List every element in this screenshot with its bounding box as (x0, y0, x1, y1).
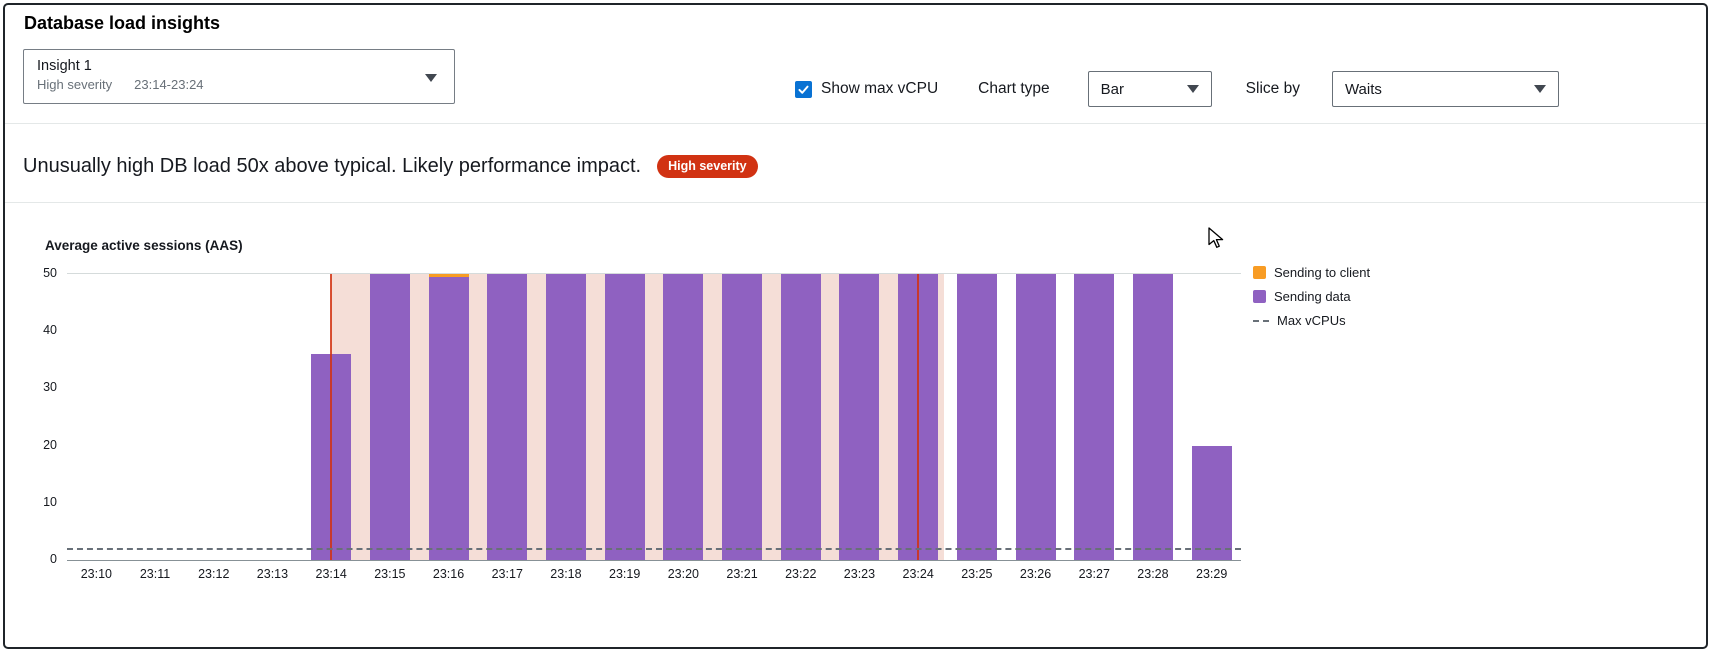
y-axis-label: 0 (50, 552, 57, 566)
chart-type-label: Chart type (978, 80, 1050, 97)
x-axis-label: 23:23 (843, 567, 876, 581)
x-axis-label: 23:21 (726, 567, 758, 581)
bar-23:25-sending-data[interactable] (956, 274, 997, 560)
x-axis-label: 23:29 (1196, 567, 1228, 581)
insight-message: Unusually high DB load 50x above typical… (23, 155, 758, 178)
anomaly-boundary-line (917, 274, 920, 560)
max-vcpus-line (67, 547, 1241, 550)
show-max-vcpu-control: Show max vCPU (795, 80, 938, 98)
x-axis-label: 23:10 (80, 567, 112, 581)
db-load-chart: 0 10 20 30 40 50 23:10 23:11 23:12 23:13 23:14 23:… (23, 261, 1263, 606)
legend-label: Sending to client (1274, 265, 1371, 280)
x-axis-label: 23:20 (667, 567, 699, 581)
bar-23:27-sending-data[interactable] (1074, 274, 1115, 560)
insight-time-range: 23:14-23:24 (134, 77, 204, 92)
chart-plot-area (67, 273, 1241, 561)
bar-23:28-sending-data[interactable] (1132, 274, 1173, 560)
bar-23:29-sending-data[interactable] (1191, 445, 1232, 560)
insight-severity-label: High severity (37, 77, 113, 92)
chevron-down-icon (1533, 85, 1546, 93)
checkmark-icon (798, 85, 809, 94)
anomaly-boundary-line (330, 274, 333, 560)
x-axis-label: 23:14 (315, 567, 347, 581)
y-axis-label: 40 (43, 323, 57, 338)
mouse-cursor (1208, 227, 1224, 248)
legend-item-max-vcpus[interactable]: Max vCPUs (1253, 313, 1370, 328)
chevron-down-icon (425, 74, 437, 82)
sending-data-swatch (1253, 290, 1266, 303)
chart-controls: Show max vCPU Chart type Bar Slice by Wa… (795, 69, 1559, 109)
x-axis-label: 23:19 (609, 567, 641, 581)
insight-select-value: Insight 1 (37, 58, 92, 74)
horizontal-divider (5, 123, 1706, 124)
y-axis-label: 50 (43, 266, 57, 280)
x-axis-label: 23:18 (550, 567, 582, 581)
bar-23:20-sending-data[interactable] (663, 274, 704, 560)
bar-23:26-sending-data[interactable] (1015, 274, 1056, 560)
bar-23:23-sending-data[interactable] (839, 274, 880, 560)
x-axis-label: 23:25 (961, 567, 993, 581)
horizontal-divider (5, 202, 1706, 203)
insight-select[interactable]: Insight 1 High severity 23:14-23:24 (23, 49, 455, 104)
bar-23:16-sending-to-client[interactable] (428, 274, 469, 277)
max-vcpus-dash-icon (1253, 319, 1269, 322)
insight-message-text: Unusually high DB load 50x above typical… (23, 155, 642, 177)
chart-legend: Sending to client Sending data Max vCPUs (1253, 265, 1370, 328)
x-axis-label: 23:22 (785, 567, 817, 581)
legend-label: Max vCPUs (1277, 313, 1346, 328)
x-axis-label: 23:28 (1137, 567, 1169, 581)
slice-by-select[interactable]: Waits (1331, 71, 1559, 107)
legend-item-sending-data[interactable]: Sending data (1253, 289, 1370, 304)
show-max-vcpu-label[interactable]: Show max vCPU (821, 80, 939, 97)
x-axis-label: 23:13 (256, 567, 289, 581)
x-axis-label: 23:11 (139, 567, 171, 581)
x-axis-label: 23:17 (491, 567, 523, 581)
y-axis-label: 10 (43, 494, 57, 509)
x-axis-label: 23:24 (902, 567, 934, 581)
chart-type-value: Bar (1100, 80, 1125, 98)
database-load-insights-panel: Database load insights Insight 1 High se… (3, 3, 1708, 649)
show-max-vcpu-checkbox[interactable] (795, 80, 812, 98)
bar-23:22-sending-data[interactable] (780, 274, 821, 560)
bar-23:21-sending-data[interactable] (722, 274, 763, 560)
chevron-down-icon (1186, 85, 1199, 93)
x-axis-label: 23:26 (1019, 567, 1052, 581)
severity-badge: High severity (657, 155, 758, 178)
legend-label: Sending data (1274, 289, 1351, 304)
page-title: Database load insights (24, 13, 221, 33)
sending-to-client-swatch (1253, 266, 1266, 279)
slice-by-label: Slice by (1245, 80, 1300, 97)
x-axis-label: 23:16 (432, 567, 465, 581)
slice-by-value: Waits (1344, 80, 1382, 98)
x-axis-label: 23:15 (374, 567, 406, 581)
bar-23:16-sending-data[interactable] (428, 276, 469, 560)
bar-23:15-sending-data[interactable] (369, 274, 410, 560)
bar-23:18-sending-data[interactable] (545, 274, 586, 560)
chart-type-select[interactable]: Bar (1087, 71, 1212, 107)
y-axis-label: 30 (43, 380, 57, 395)
x-axis-label: 23:12 (198, 567, 230, 581)
y-axis-label: 20 (43, 437, 57, 452)
bar-23:17-sending-data[interactable] (487, 274, 528, 560)
legend-item-sending-to-client[interactable]: Sending to client (1253, 265, 1370, 280)
chart-title: Average active sessions (AAS) (45, 238, 243, 253)
x-axis-label: 23:27 (1078, 567, 1110, 581)
bar-23:19-sending-data[interactable] (604, 274, 645, 560)
